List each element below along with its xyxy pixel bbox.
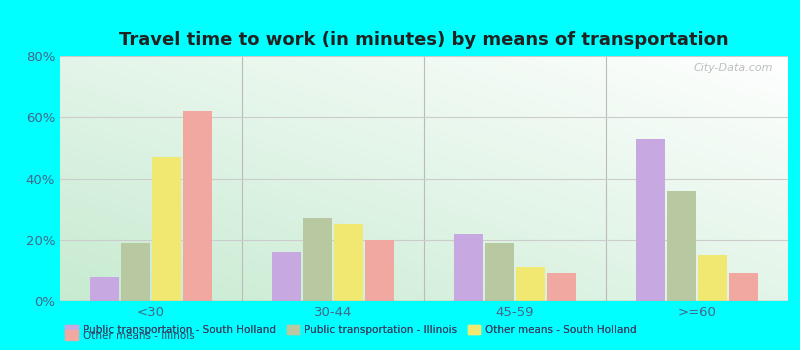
Bar	[698, 255, 727, 301]
Bar	[303, 218, 332, 301]
Bar	[334, 224, 363, 301]
Bar	[729, 273, 758, 301]
Bar	[667, 191, 696, 301]
Bar	[365, 240, 394, 301]
Bar	[636, 139, 666, 301]
Legend: Public transportation - South Holland, Public transportation - Illinois, Other m: Public transportation - South Holland, P…	[62, 321, 642, 339]
Bar	[90, 276, 119, 301]
Bar	[182, 111, 212, 301]
Bar	[516, 267, 545, 301]
Bar	[152, 157, 181, 301]
Bar	[272, 252, 302, 301]
Bar	[485, 243, 514, 301]
Bar	[454, 234, 483, 301]
Text: City-Data.com: City-Data.com	[694, 63, 774, 74]
Legend: Other means - Illinois: Other means - Illinois	[62, 326, 199, 345]
Title: Travel time to work (in minutes) by means of transportation: Travel time to work (in minutes) by mean…	[119, 31, 729, 49]
Bar	[121, 243, 150, 301]
Bar	[546, 273, 576, 301]
